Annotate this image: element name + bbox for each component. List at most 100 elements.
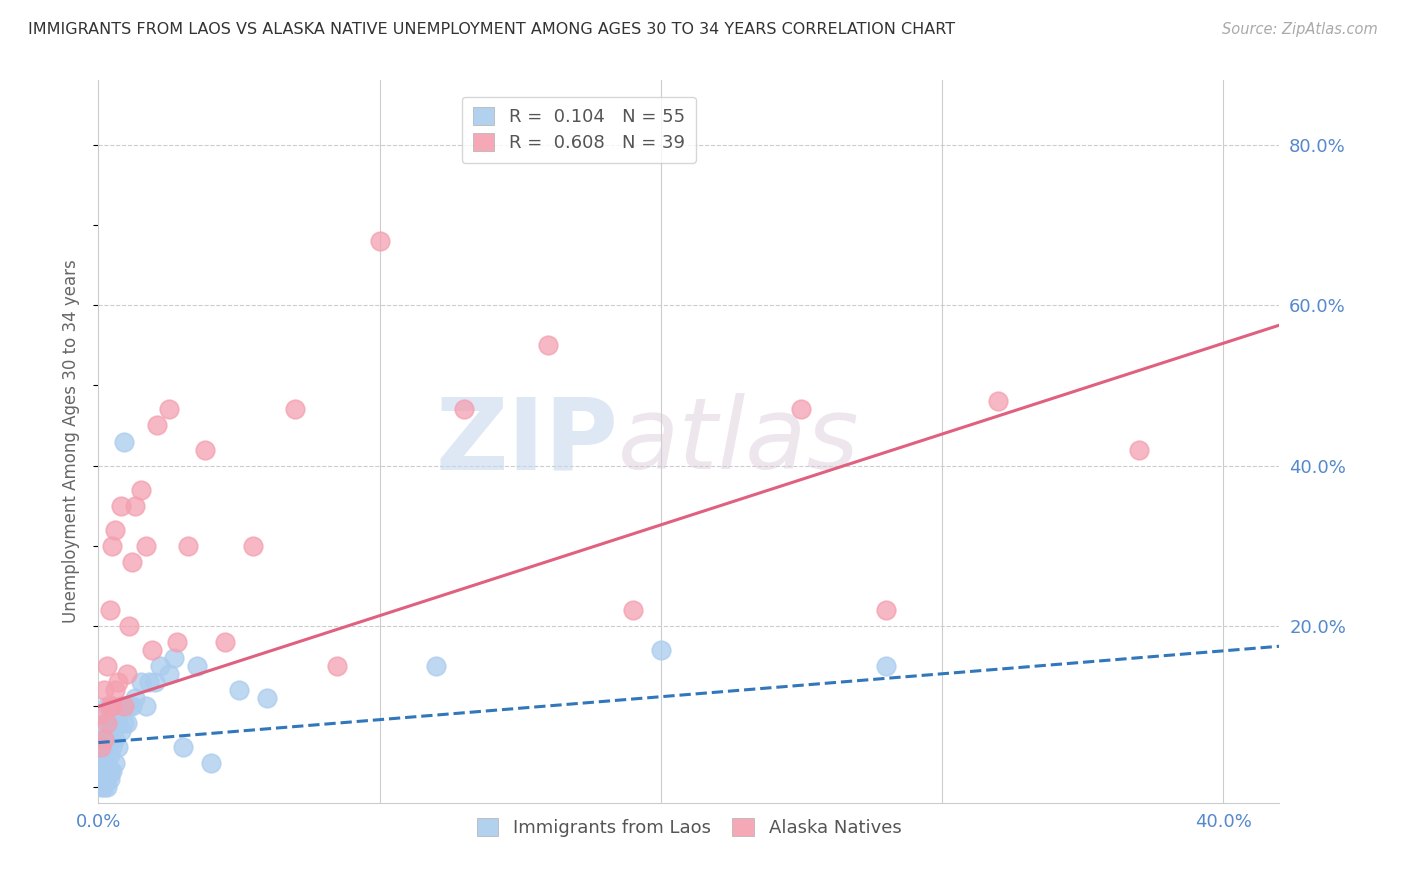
Text: Source: ZipAtlas.com: Source: ZipAtlas.com	[1222, 22, 1378, 37]
Point	[104, 707, 127, 722]
Point	[326, 659, 349, 673]
Point	[129, 483, 152, 497]
Point	[98, 699, 121, 714]
Point	[93, 780, 115, 794]
Point	[135, 699, 157, 714]
Point	[177, 539, 200, 553]
Point	[93, 739, 115, 754]
Point	[107, 715, 129, 730]
Point	[90, 756, 112, 770]
Point	[790, 402, 813, 417]
Point	[93, 731, 115, 746]
Point	[104, 731, 127, 746]
Point	[93, 756, 115, 770]
Point	[93, 772, 115, 786]
Point	[101, 764, 124, 778]
Point	[1128, 442, 1150, 457]
Point	[107, 675, 129, 690]
Point	[163, 651, 186, 665]
Point	[96, 747, 118, 762]
Point	[194, 442, 217, 457]
Point	[146, 418, 169, 433]
Point	[90, 772, 112, 786]
Point	[90, 707, 112, 722]
Point	[121, 555, 143, 569]
Point	[107, 739, 129, 754]
Point	[93, 715, 115, 730]
Point	[112, 699, 135, 714]
Point	[256, 691, 278, 706]
Point	[875, 659, 897, 673]
Point	[98, 772, 121, 786]
Text: atlas: atlas	[619, 393, 859, 490]
Point	[118, 619, 141, 633]
Point	[96, 780, 118, 794]
Point	[96, 715, 118, 730]
Point	[110, 499, 132, 513]
Point	[115, 667, 138, 681]
Point	[112, 434, 135, 449]
Point	[242, 539, 264, 553]
Point	[172, 739, 194, 754]
Point	[98, 715, 121, 730]
Point	[149, 659, 172, 673]
Point	[93, 731, 115, 746]
Point	[124, 691, 146, 706]
Point	[101, 739, 124, 754]
Point	[650, 643, 672, 657]
Point	[138, 675, 160, 690]
Point	[425, 659, 447, 673]
Point	[96, 731, 118, 746]
Text: ZIP: ZIP	[436, 393, 619, 490]
Point	[98, 603, 121, 617]
Point	[104, 756, 127, 770]
Point	[96, 764, 118, 778]
Point	[104, 683, 127, 698]
Point	[141, 643, 163, 657]
Point	[166, 635, 188, 649]
Point	[90, 764, 112, 778]
Point	[96, 659, 118, 673]
Point	[98, 731, 121, 746]
Point	[98, 747, 121, 762]
Point	[115, 715, 138, 730]
Point	[621, 603, 644, 617]
Point	[93, 764, 115, 778]
Point	[284, 402, 307, 417]
Point	[228, 683, 250, 698]
Point	[143, 675, 166, 690]
Point	[110, 699, 132, 714]
Point	[121, 699, 143, 714]
Point	[537, 338, 560, 352]
Point	[157, 402, 180, 417]
Point	[104, 523, 127, 537]
Point	[157, 667, 180, 681]
Point	[135, 539, 157, 553]
Point	[987, 394, 1010, 409]
Point	[93, 683, 115, 698]
Point	[453, 402, 475, 417]
Point	[112, 715, 135, 730]
Point	[124, 499, 146, 513]
Point	[90, 739, 112, 754]
Legend: Immigrants from Laos, Alaska Natives: Immigrants from Laos, Alaska Natives	[470, 811, 908, 845]
Point	[214, 635, 236, 649]
Point	[200, 756, 222, 770]
Point	[875, 603, 897, 617]
Point	[96, 699, 118, 714]
Y-axis label: Unemployment Among Ages 30 to 34 years: Unemployment Among Ages 30 to 34 years	[62, 260, 80, 624]
Point	[186, 659, 208, 673]
Point	[90, 780, 112, 794]
Point	[110, 723, 132, 738]
Point	[118, 699, 141, 714]
Point	[93, 747, 115, 762]
Point	[129, 675, 152, 690]
Point	[101, 699, 124, 714]
Text: IMMIGRANTS FROM LAOS VS ALASKA NATIVE UNEMPLOYMENT AMONG AGES 30 TO 34 YEARS COR: IMMIGRANTS FROM LAOS VS ALASKA NATIVE UN…	[28, 22, 955, 37]
Point	[368, 234, 391, 248]
Point	[96, 772, 118, 786]
Point	[101, 723, 124, 738]
Point	[98, 764, 121, 778]
Point	[101, 539, 124, 553]
Point	[101, 699, 124, 714]
